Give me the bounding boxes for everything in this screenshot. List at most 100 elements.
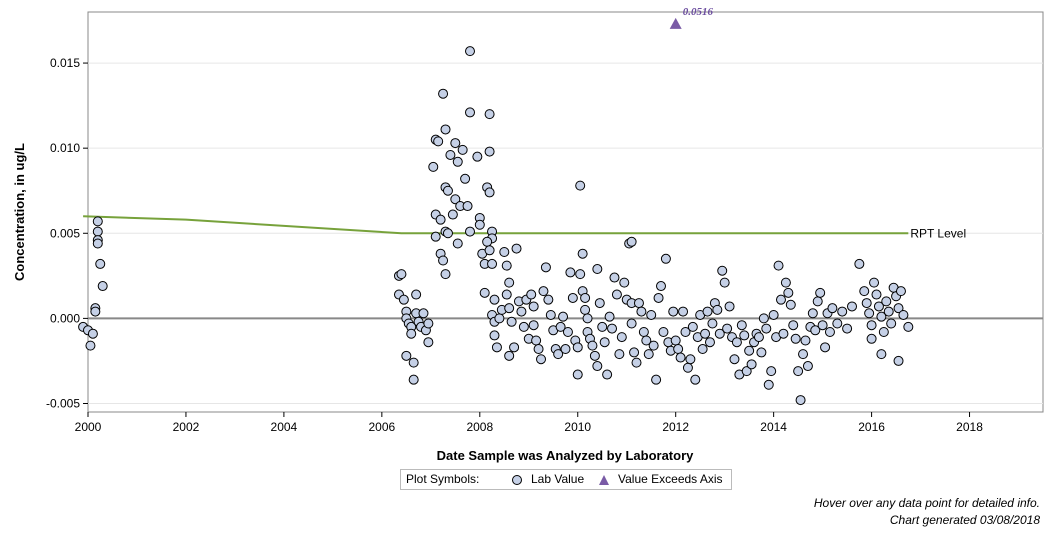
data-point[interactable] (638, 327, 649, 337)
data-point[interactable] (594, 298, 605, 309)
data-point[interactable] (736, 320, 747, 331)
data-point[interactable] (903, 321, 914, 332)
data-point[interactable] (494, 313, 505, 324)
data-point[interactable] (648, 340, 659, 351)
data-point[interactable] (396, 269, 407, 280)
data-point[interactable] (817, 320, 828, 331)
data-point[interactable] (631, 357, 642, 368)
data-point[interactable] (741, 366, 752, 377)
data-point[interactable] (675, 352, 686, 363)
data-point[interactable] (572, 369, 583, 380)
data-point[interactable] (511, 243, 522, 254)
data-point[interactable] (788, 320, 799, 331)
data-point[interactable] (408, 357, 419, 368)
data-point[interactable] (489, 294, 500, 305)
data-point[interactable] (837, 306, 848, 317)
data-point[interactable] (442, 228, 453, 239)
data-point[interactable] (758, 313, 769, 324)
data-point[interactable] (768, 309, 779, 320)
data-point[interactable] (861, 298, 872, 309)
data-point[interactable] (807, 308, 818, 319)
data-point[interactable] (800, 335, 811, 346)
data-point[interactable] (423, 318, 434, 329)
data-point[interactable] (653, 292, 664, 303)
data-point[interactable] (560, 344, 571, 355)
data-point[interactable] (859, 286, 870, 297)
data-point[interactable] (842, 323, 853, 334)
data-point[interactable] (893, 303, 904, 314)
data-point[interactable] (423, 337, 434, 348)
data-point[interactable] (602, 369, 613, 380)
data-point[interactable] (753, 332, 764, 343)
data-point[interactable] (685, 354, 696, 365)
data-point[interactable] (702, 306, 713, 317)
data-point[interactable] (864, 308, 875, 319)
data-point[interactable] (506, 316, 517, 327)
exceeds-axis-series[interactable] (669, 17, 682, 29)
data-point[interactable] (504, 350, 515, 361)
data-point[interactable] (452, 156, 463, 167)
data-point[interactable] (629, 347, 640, 358)
data-point[interactable] (658, 327, 669, 337)
data-point[interactable] (440, 269, 451, 280)
data-point[interactable] (886, 318, 897, 329)
data-point[interactable] (438, 255, 449, 266)
data-point[interactable] (97, 281, 108, 292)
data-point[interactable] (516, 306, 527, 317)
data-point[interactable] (428, 161, 439, 172)
data-point[interactable] (575, 180, 586, 191)
data-point[interactable] (643, 349, 654, 360)
data-point[interactable] (450, 194, 461, 205)
data-point[interactable] (847, 301, 857, 312)
data-point[interactable] (785, 299, 796, 310)
data-point[interactable] (484, 109, 495, 120)
data-point[interactable] (660, 253, 671, 264)
data-point[interactable] (682, 362, 693, 373)
data-point[interactable] (739, 330, 750, 341)
data-point[interactable] (636, 306, 647, 317)
data-point[interactable] (651, 374, 662, 385)
data-point[interactable] (641, 335, 652, 346)
data-point[interactable] (435, 214, 446, 225)
data-point[interactable] (87, 328, 98, 339)
data-point[interactable] (616, 332, 627, 343)
data-point[interactable] (504, 303, 515, 314)
data-point[interactable] (795, 395, 806, 406)
data-point[interactable] (491, 342, 502, 353)
data-point[interactable] (430, 231, 441, 242)
exceeds-axis-marker[interactable] (669, 17, 682, 29)
data-point[interactable] (408, 374, 419, 385)
data-point[interactable] (798, 349, 809, 360)
data-point[interactable] (719, 277, 730, 288)
data-point[interactable] (783, 287, 794, 298)
data-point[interactable] (824, 327, 835, 337)
data-point[interactable] (609, 272, 620, 283)
data-point[interactable] (854, 258, 865, 269)
data-point[interactable] (533, 344, 544, 355)
data-point[interactable] (893, 355, 904, 366)
data-point[interactable] (744, 345, 755, 356)
data-point[interactable] (633, 298, 644, 309)
data-point[interactable] (761, 323, 772, 334)
data-point[interactable] (717, 265, 728, 276)
data-point[interactable] (680, 327, 691, 337)
data-point[interactable] (447, 209, 458, 220)
data-point[interactable] (876, 311, 887, 322)
data-point[interactable] (812, 296, 823, 307)
data-point[interactable] (501, 260, 512, 271)
data-point[interactable] (501, 289, 512, 300)
data-point[interactable] (398, 294, 409, 305)
data-point[interactable] (479, 287, 490, 298)
data-point[interactable] (484, 245, 495, 256)
data-point[interactable] (518, 321, 529, 332)
data-point[interactable] (597, 321, 608, 332)
data-point[interactable] (832, 318, 843, 329)
data-point[interactable] (626, 236, 637, 247)
data-point[interactable] (778, 328, 789, 339)
data-point[interactable] (793, 366, 804, 377)
data-point[interactable] (626, 318, 637, 329)
data-point[interactable] (614, 349, 625, 360)
data-point[interactable] (881, 296, 892, 307)
data-point[interactable] (509, 342, 520, 353)
data-point[interactable] (555, 321, 566, 332)
